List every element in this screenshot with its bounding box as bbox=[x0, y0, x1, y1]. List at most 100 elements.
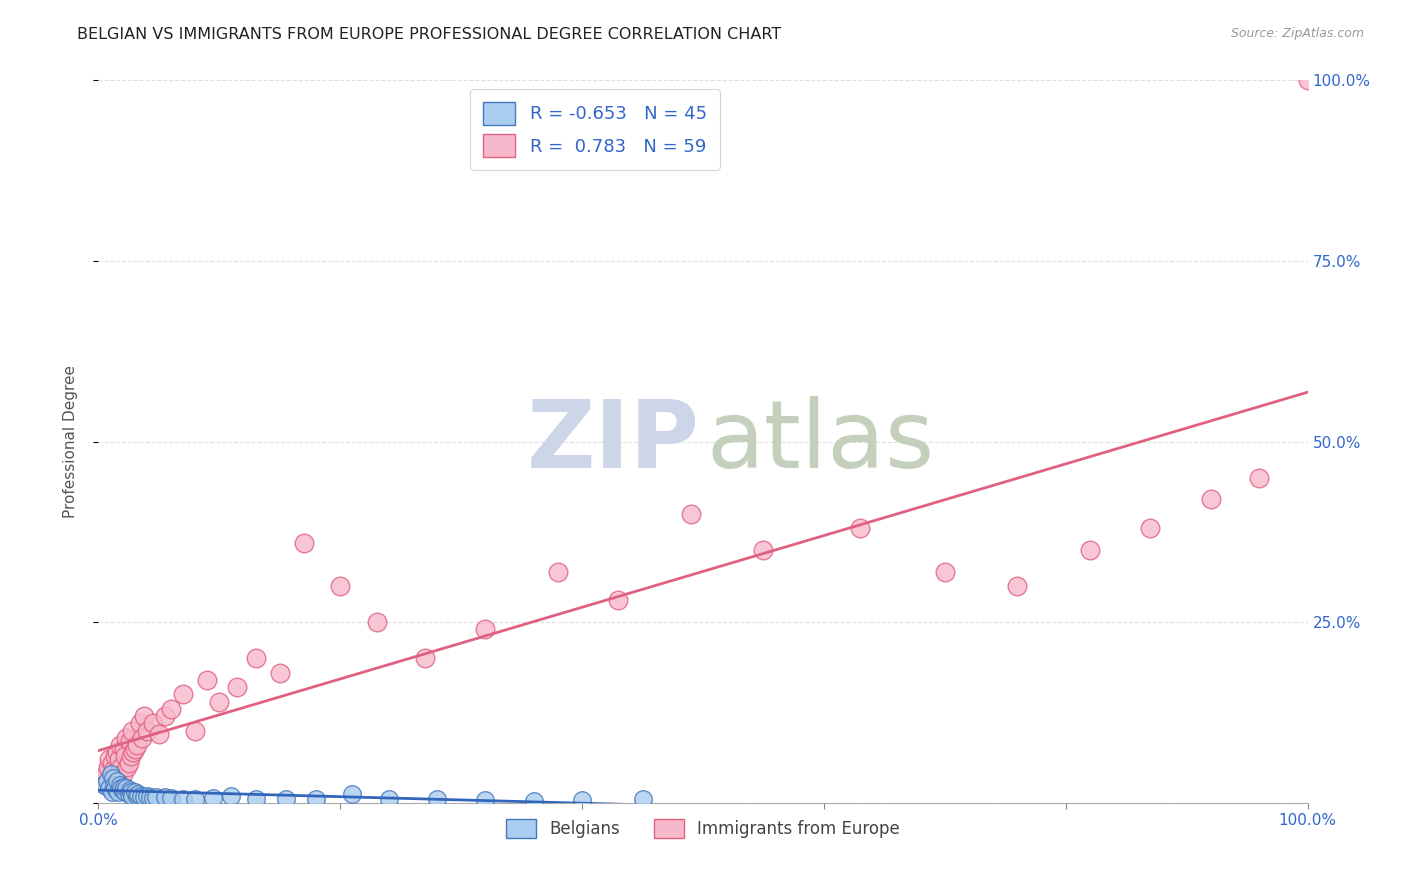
Point bbox=[366, 615, 388, 630]
Point bbox=[105, 774, 128, 789]
Y-axis label: Professional Degree: Professional Degree bbox=[63, 365, 77, 518]
Point bbox=[142, 790, 165, 805]
Point bbox=[377, 792, 399, 806]
Text: Source: ZipAtlas.com: Source: ZipAtlas.com bbox=[1230, 27, 1364, 40]
Point bbox=[108, 752, 131, 766]
Point bbox=[110, 760, 132, 774]
Point bbox=[118, 756, 141, 770]
Point bbox=[100, 774, 122, 789]
Point bbox=[153, 790, 176, 805]
Point bbox=[103, 771, 125, 785]
Point bbox=[103, 778, 125, 792]
Point bbox=[135, 723, 157, 738]
Point bbox=[1078, 542, 1101, 557]
Point bbox=[110, 781, 132, 796]
Point bbox=[523, 794, 546, 808]
Point bbox=[104, 781, 127, 796]
Point bbox=[292, 535, 315, 549]
Point bbox=[172, 792, 194, 806]
Point bbox=[145, 790, 167, 805]
Point bbox=[202, 790, 225, 805]
Point bbox=[474, 793, 496, 807]
Point bbox=[108, 738, 131, 752]
Point bbox=[160, 791, 183, 805]
Point bbox=[474, 623, 496, 637]
Point bbox=[101, 771, 124, 785]
Point bbox=[129, 789, 152, 803]
Point bbox=[184, 792, 207, 806]
Point bbox=[118, 734, 141, 748]
Point bbox=[134, 790, 156, 805]
Point bbox=[124, 785, 146, 799]
Point bbox=[679, 507, 702, 521]
Point bbox=[96, 774, 118, 789]
Point bbox=[153, 709, 176, 723]
Point bbox=[131, 731, 153, 745]
Point bbox=[342, 787, 364, 801]
Point bbox=[142, 716, 165, 731]
Point bbox=[98, 752, 121, 766]
Point bbox=[100, 785, 122, 799]
Point bbox=[172, 687, 194, 701]
Point bbox=[127, 789, 149, 803]
Point bbox=[269, 665, 291, 680]
Point bbox=[105, 778, 128, 792]
Point bbox=[111, 767, 134, 781]
Point bbox=[413, 651, 436, 665]
Point bbox=[111, 782, 134, 797]
Point bbox=[274, 792, 297, 806]
Text: ZIP: ZIP bbox=[526, 395, 699, 488]
Point bbox=[91, 774, 114, 789]
Point bbox=[118, 787, 141, 801]
Point bbox=[112, 780, 135, 794]
Point bbox=[1139, 521, 1161, 535]
Point bbox=[134, 709, 156, 723]
Point bbox=[101, 764, 124, 778]
Point bbox=[114, 748, 136, 763]
Point bbox=[104, 748, 127, 763]
Point bbox=[124, 741, 146, 756]
Point bbox=[94, 767, 117, 781]
Point bbox=[607, 593, 630, 607]
Point bbox=[547, 565, 569, 579]
Point bbox=[208, 695, 231, 709]
Point bbox=[121, 789, 143, 803]
Text: atlas: atlas bbox=[707, 395, 935, 488]
Point bbox=[128, 716, 150, 731]
Point bbox=[1199, 492, 1222, 507]
Text: BELGIAN VS IMMIGRANTS FROM EUROPE PROFESSIONAL DEGREE CORRELATION CHART: BELGIAN VS IMMIGRANTS FROM EUROPE PROFES… bbox=[77, 27, 782, 42]
Point bbox=[226, 680, 249, 694]
Point bbox=[112, 741, 135, 756]
Point bbox=[245, 792, 267, 806]
Point bbox=[184, 723, 207, 738]
Point bbox=[1007, 579, 1029, 593]
Point bbox=[93, 778, 115, 792]
Point bbox=[127, 787, 149, 801]
Point bbox=[305, 792, 328, 806]
Point bbox=[97, 760, 120, 774]
Point bbox=[571, 793, 593, 807]
Point bbox=[114, 785, 136, 799]
Point bbox=[849, 521, 872, 535]
Point bbox=[135, 789, 157, 803]
Point bbox=[752, 542, 775, 557]
Point bbox=[118, 782, 141, 797]
Point bbox=[1249, 470, 1271, 484]
Point bbox=[195, 673, 218, 687]
Point bbox=[245, 651, 267, 665]
Point bbox=[100, 756, 122, 770]
Point bbox=[122, 745, 145, 759]
Point bbox=[160, 702, 183, 716]
Point bbox=[120, 785, 142, 799]
Point bbox=[117, 760, 139, 774]
Point bbox=[120, 748, 142, 763]
Point bbox=[107, 785, 129, 799]
Point bbox=[115, 781, 138, 796]
Point bbox=[221, 789, 243, 803]
Point bbox=[139, 790, 162, 805]
Point bbox=[107, 767, 129, 781]
Point bbox=[631, 792, 654, 806]
Point bbox=[108, 778, 131, 792]
Point bbox=[1296, 73, 1319, 87]
Point bbox=[98, 781, 121, 796]
